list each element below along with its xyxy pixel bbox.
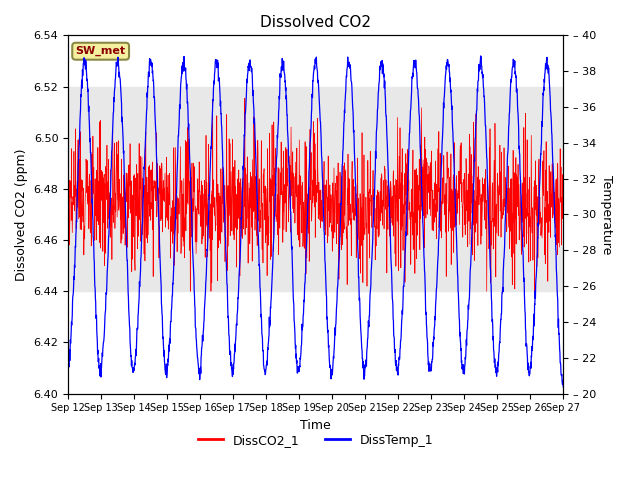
X-axis label: Time: Time xyxy=(300,419,331,432)
Y-axis label: Temperature: Temperature xyxy=(600,175,613,254)
Title: Dissolved CO2: Dissolved CO2 xyxy=(260,15,371,30)
Y-axis label: Dissolved CO2 (ppm): Dissolved CO2 (ppm) xyxy=(15,148,28,281)
Text: SW_met: SW_met xyxy=(76,46,125,56)
Bar xyxy=(68,86,563,291)
Legend: DissCO2_1, DissTemp_1: DissCO2_1, DissTemp_1 xyxy=(193,429,438,452)
